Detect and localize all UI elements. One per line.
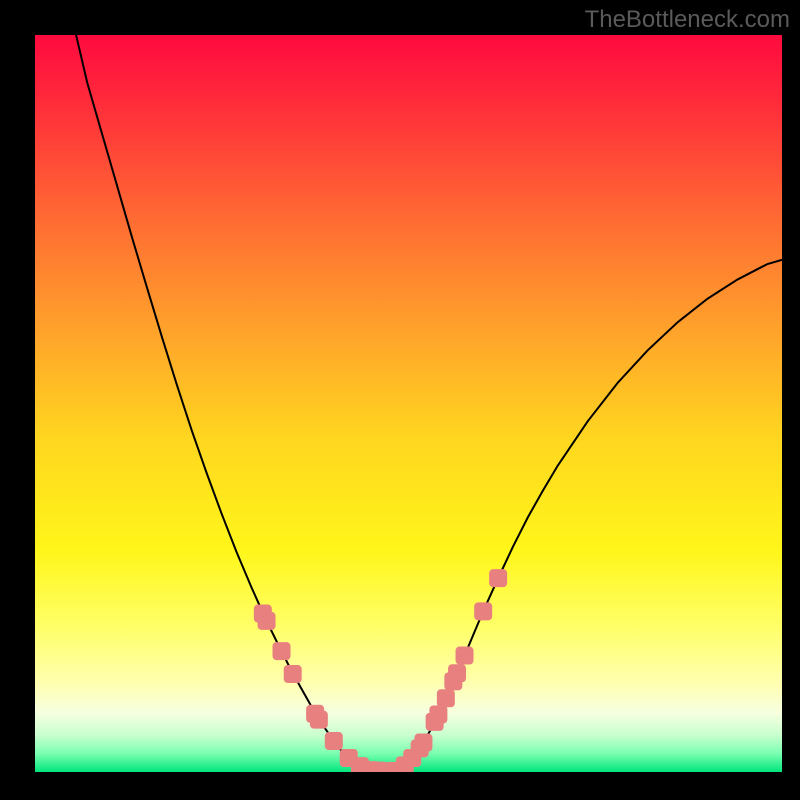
gradient-background <box>35 35 782 772</box>
data-marker <box>437 689 455 707</box>
data-marker <box>258 612 276 630</box>
data-marker <box>325 732 343 750</box>
data-marker <box>474 602 492 620</box>
data-marker <box>310 711 328 729</box>
plot-area <box>35 35 782 772</box>
data-marker <box>284 665 302 683</box>
data-marker <box>489 569 507 587</box>
chart-frame: TheBottleneck.com <box>0 0 800 800</box>
data-marker <box>456 647 474 665</box>
data-marker <box>448 664 466 682</box>
data-marker <box>414 734 432 752</box>
plot-svg <box>35 35 782 772</box>
data-marker <box>429 706 447 724</box>
data-marker <box>273 642 291 660</box>
watermark-text: TheBottleneck.com <box>585 6 790 34</box>
